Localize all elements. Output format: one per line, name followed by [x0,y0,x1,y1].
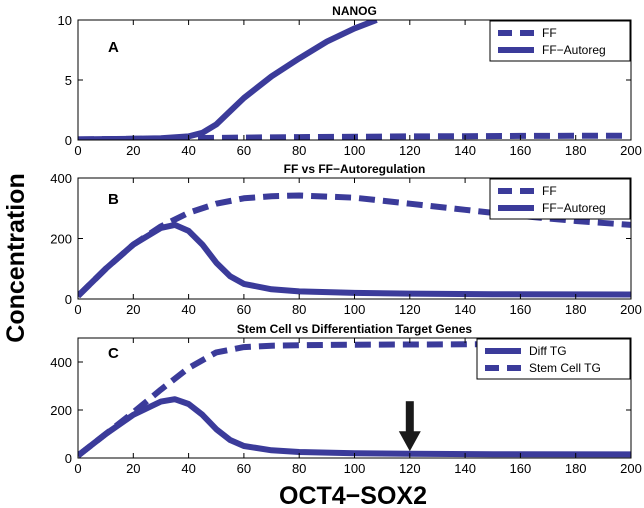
x-tick-label: 100 [344,461,366,476]
x-tick-label: 80 [292,143,306,158]
legend: Diff TG Stem Cell TG [476,338,631,380]
series-line-diff-tg [78,396,631,458]
x-tick-label: 40 [181,461,195,476]
x-tick-label: 40 [181,302,195,317]
panel-letter: B [108,191,119,208]
y-tick-label: 400 [50,355,72,370]
legend: FF FF−Autoreg [489,20,631,62]
x-tick-label: 80 [292,461,306,476]
x-tick-label: 120 [399,461,421,476]
annotation-arrow [398,401,421,452]
x-tick-label: 200 [620,143,642,158]
legend-label: FF [542,26,557,40]
series-line-ff-autoreg [78,20,378,140]
x-tick-label: 140 [454,302,476,317]
panel-letter: C [108,345,119,362]
x-tick-label: 40 [181,143,195,158]
series-line-ff-autoreg [78,221,631,299]
x-tick-label: 20 [126,302,140,317]
x-tick-label: 20 [126,461,140,476]
x-tick-label: 160 [510,302,532,317]
x-tick-label: 180 [565,302,587,317]
x-tick-label: 200 [620,461,642,476]
x-tick-label: 180 [565,143,587,158]
x-tick-label: 100 [344,302,366,317]
legend: FF FF−Autoreg [489,178,631,220]
x-tick-label: 180 [565,461,587,476]
x-tick-label: 160 [510,461,532,476]
x-tick-label: 60 [237,302,251,317]
panel-title: Stem Cell vs Differentiation Target Gene… [237,322,472,336]
x-tick-label: 160 [510,143,532,158]
x-tick-label: 140 [454,143,476,158]
series-group [78,341,631,458]
legend-box [489,20,631,62]
x-axis-label: OCT4−SOX2 [279,482,427,508]
x-tick-label: 0 [74,302,81,317]
legend-label: Stem Cell TG [529,361,601,375]
x-tick-label: 120 [399,302,421,317]
x-tick-label: 120 [399,143,421,158]
x-tick-label: 140 [454,461,476,476]
x-tick-label: 20 [126,143,140,158]
y-tick-label: 5 [65,73,72,88]
legend-label: Diff TG [529,344,567,358]
y-tick-label: 0 [65,292,72,307]
y-tick-label: 200 [50,232,72,247]
legend-label: FF [542,184,557,198]
x-tick-label: 60 [237,461,251,476]
legend-label: FF−Autoreg [542,201,606,215]
panel-c: Stem Cell vs Differentiation Target Gene… [50,322,642,476]
panel-letter: A [108,39,119,56]
y-axis-label: Concentration [2,173,30,342]
x-tick-label: 0 [74,143,81,158]
series-line-stem-cell-tg [78,341,631,458]
panel-b: FF vs FF−Autoregulation 0 20 40 60 80 100 120 14… [50,162,642,317]
y-tick-label: 10 [58,13,72,28]
legend-box [476,338,631,380]
x-tick-label: 0 [74,461,81,476]
y-tick-label: 0 [65,451,72,466]
legend-box [489,178,631,220]
y-tick-label: 0 [65,133,72,148]
y-tick-label: 400 [50,171,72,186]
panel-title: NANOG [332,4,377,18]
series-group [78,192,631,299]
x-tick-label: 200 [620,302,642,317]
panel-title: FF vs FF−Autoregulation [284,162,426,176]
legend-label: FF−Autoreg [542,43,606,57]
y-tick-label: 200 [50,403,72,418]
x-tick-label: 100 [344,143,366,158]
x-tick-label: 60 [237,143,251,158]
x-tick-label: 80 [292,302,306,317]
